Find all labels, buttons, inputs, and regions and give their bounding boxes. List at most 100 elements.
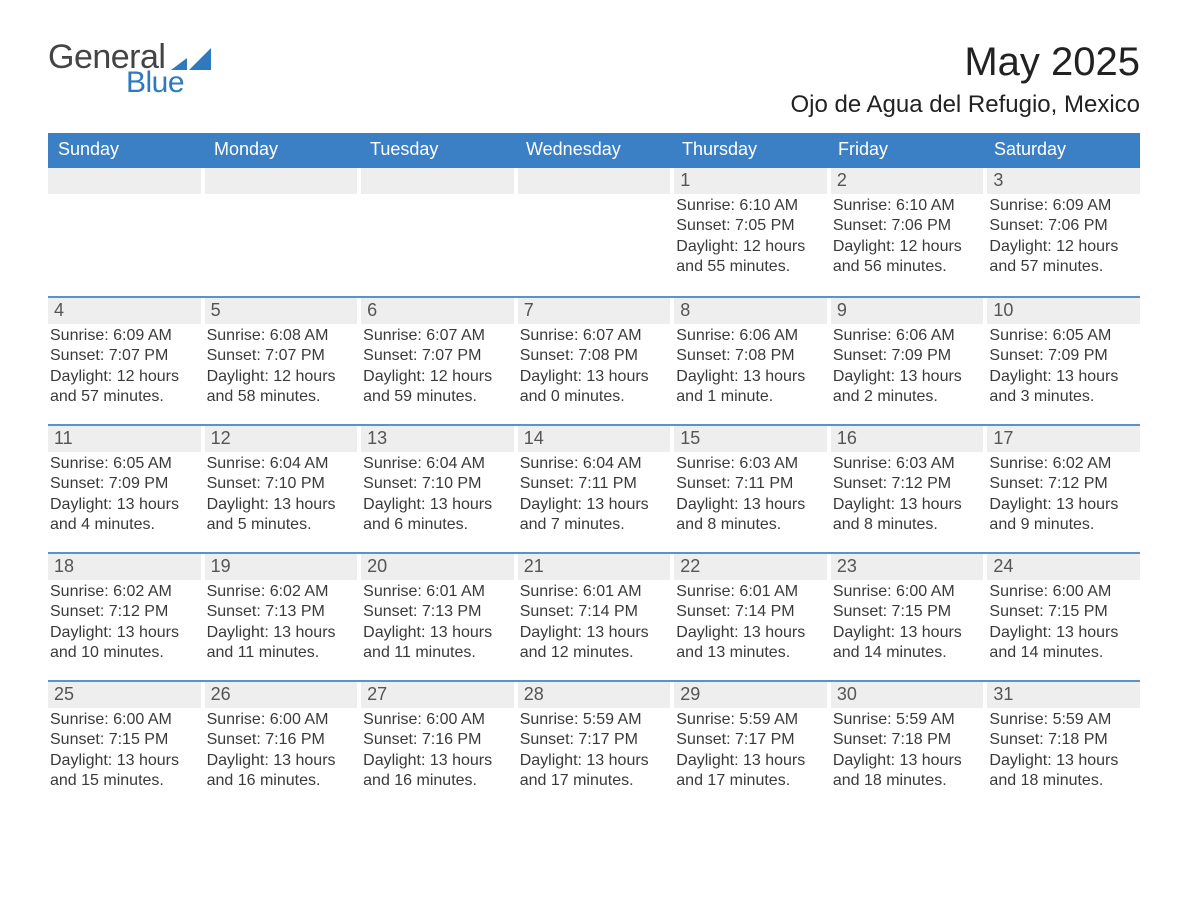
daylight-text: Daylight: 13 hours and 14 minutes.: [833, 623, 982, 664]
sunrise-text: Sunrise: 6:00 AM: [50, 710, 199, 730]
sunrise-text: Sunrise: 5:59 AM: [520, 710, 669, 730]
day-number: 27: [361, 682, 514, 708]
day-facts: Sunrise: 5:59 AMSunset: 7:18 PMDaylight:…: [831, 710, 984, 792]
sunrise-text: Sunrise: 6:09 AM: [50, 326, 199, 346]
calendar-cell: 21Sunrise: 6:01 AMSunset: 7:14 PMDayligh…: [518, 554, 671, 674]
weekday-header: Monday: [204, 133, 360, 168]
sunrise-text: Sunrise: 6:10 AM: [833, 196, 982, 216]
day-facts: Sunrise: 6:06 AMSunset: 7:08 PMDaylight:…: [674, 326, 827, 408]
day-number: 29: [674, 682, 827, 708]
day-facts: Sunrise: 6:04 AMSunset: 7:10 PMDaylight:…: [205, 454, 358, 536]
daylight-text: Daylight: 13 hours and 11 minutes.: [363, 623, 512, 664]
daylight-text: Daylight: 12 hours and 56 minutes.: [833, 237, 982, 278]
daylight-text: Daylight: 12 hours and 57 minutes.: [989, 237, 1138, 278]
day-number: 20: [361, 554, 514, 580]
daylight-text: Daylight: 13 hours and 16 minutes.: [207, 751, 356, 792]
daylight-text: Daylight: 13 hours and 10 minutes.: [50, 623, 199, 664]
day-number: [48, 168, 201, 194]
sunrise-text: Sunrise: 6:08 AM: [207, 326, 356, 346]
daylight-text: Daylight: 12 hours and 55 minutes.: [676, 237, 825, 278]
daylight-text: Daylight: 13 hours and 8 minutes.: [833, 495, 982, 536]
sunset-text: Sunset: 7:18 PM: [833, 730, 982, 750]
day-number: 22: [674, 554, 827, 580]
calendar-cell: 13Sunrise: 6:04 AMSunset: 7:10 PMDayligh…: [361, 426, 514, 546]
day-number: 10: [987, 298, 1140, 324]
day-facts: Sunrise: 6:02 AMSunset: 7:12 PMDaylight:…: [987, 454, 1140, 536]
daylight-text: Daylight: 13 hours and 9 minutes.: [989, 495, 1138, 536]
calendar-week: 18Sunrise: 6:02 AMSunset: 7:12 PMDayligh…: [48, 552, 1140, 680]
daylight-text: Daylight: 13 hours and 1 minute.: [676, 367, 825, 408]
sunset-text: Sunset: 7:08 PM: [520, 346, 669, 366]
weekday-header: Sunday: [48, 133, 204, 168]
sunrise-text: Sunrise: 6:06 AM: [676, 326, 825, 346]
calendar-week: 25Sunrise: 6:00 AMSunset: 7:15 PMDayligh…: [48, 680, 1140, 808]
daylight-text: Daylight: 13 hours and 0 minutes.: [520, 367, 669, 408]
sunrise-text: Sunrise: 6:03 AM: [676, 454, 825, 474]
day-facts: Sunrise: 6:05 AMSunset: 7:09 PMDaylight:…: [48, 454, 201, 536]
day-number: 2: [831, 168, 984, 194]
calendar-cell: 12Sunrise: 6:04 AMSunset: 7:10 PMDayligh…: [205, 426, 358, 546]
day-facts: Sunrise: 6:05 AMSunset: 7:09 PMDaylight:…: [987, 326, 1140, 408]
calendar-cell: 6Sunrise: 6:07 AMSunset: 7:07 PMDaylight…: [361, 298, 514, 418]
sunrise-text: Sunrise: 6:03 AM: [833, 454, 982, 474]
day-number: 6: [361, 298, 514, 324]
day-facts: Sunrise: 6:00 AMSunset: 7:16 PMDaylight:…: [361, 710, 514, 792]
sunset-text: Sunset: 7:11 PM: [676, 474, 825, 494]
sunset-text: Sunset: 7:10 PM: [207, 474, 356, 494]
calendar-cell: 19Sunrise: 6:02 AMSunset: 7:13 PMDayligh…: [205, 554, 358, 674]
sunset-text: Sunset: 7:11 PM: [520, 474, 669, 494]
daylight-text: Daylight: 12 hours and 57 minutes.: [50, 367, 199, 408]
day-number: 9: [831, 298, 984, 324]
calendar-cell: 14Sunrise: 6:04 AMSunset: 7:11 PMDayligh…: [518, 426, 671, 546]
daylight-text: Daylight: 13 hours and 16 minutes.: [363, 751, 512, 792]
sunset-text: Sunset: 7:06 PM: [989, 216, 1138, 236]
sunrise-text: Sunrise: 6:00 AM: [363, 710, 512, 730]
sunrise-text: Sunrise: 6:09 AM: [989, 196, 1138, 216]
day-number: 17: [987, 426, 1140, 452]
calendar-cell: 26Sunrise: 6:00 AMSunset: 7:16 PMDayligh…: [205, 682, 358, 802]
sunset-text: Sunset: 7:07 PM: [50, 346, 199, 366]
calendar-cell: 4Sunrise: 6:09 AMSunset: 7:07 PMDaylight…: [48, 298, 201, 418]
day-facts: Sunrise: 6:09 AMSunset: 7:07 PMDaylight:…: [48, 326, 201, 408]
day-number: 13: [361, 426, 514, 452]
sunrise-text: Sunrise: 6:05 AM: [989, 326, 1138, 346]
day-facts: Sunrise: 6:02 AMSunset: 7:13 PMDaylight:…: [205, 582, 358, 664]
location-subtitle: Ojo de Agua del Refugio, Mexico: [790, 91, 1140, 119]
calendar-cell: 16Sunrise: 6:03 AMSunset: 7:12 PMDayligh…: [831, 426, 984, 546]
calendar-cell: 10Sunrise: 6:05 AMSunset: 7:09 PMDayligh…: [987, 298, 1140, 418]
calendar-cell: [48, 168, 201, 290]
calendar-cell: 2Sunrise: 6:10 AMSunset: 7:06 PMDaylight…: [831, 168, 984, 290]
sunrise-text: Sunrise: 6:01 AM: [520, 582, 669, 602]
sunset-text: Sunset: 7:07 PM: [363, 346, 512, 366]
header: General Blue May 2025 Ojo de Agua del Re…: [48, 40, 1140, 119]
day-number: 14: [518, 426, 671, 452]
weekday-header: Wednesday: [516, 133, 672, 168]
calendar-cell: 11Sunrise: 6:05 AMSunset: 7:09 PMDayligh…: [48, 426, 201, 546]
page: General Blue May 2025 Ojo de Agua del Re…: [0, 0, 1188, 856]
day-facts: Sunrise: 6:10 AMSunset: 7:06 PMDaylight:…: [831, 196, 984, 278]
sunset-text: Sunset: 7:15 PM: [833, 602, 982, 622]
daylight-text: Daylight: 13 hours and 4 minutes.: [50, 495, 199, 536]
calendar-week: 1Sunrise: 6:10 AMSunset: 7:05 PMDaylight…: [48, 168, 1140, 296]
calendar-week: 11Sunrise: 6:05 AMSunset: 7:09 PMDayligh…: [48, 424, 1140, 552]
day-facts: Sunrise: 6:10 AMSunset: 7:05 PMDaylight:…: [674, 196, 827, 278]
day-facts: Sunrise: 6:07 AMSunset: 7:08 PMDaylight:…: [518, 326, 671, 408]
day-facts: Sunrise: 5:59 AMSunset: 7:18 PMDaylight:…: [987, 710, 1140, 792]
day-number: 24: [987, 554, 1140, 580]
sunrise-text: Sunrise: 6:00 AM: [833, 582, 982, 602]
daylight-text: Daylight: 13 hours and 2 minutes.: [833, 367, 982, 408]
calendar-cell: [361, 168, 514, 290]
day-number: 21: [518, 554, 671, 580]
sunset-text: Sunset: 7:13 PM: [207, 602, 356, 622]
calendar-cell: 29Sunrise: 5:59 AMSunset: 7:17 PMDayligh…: [674, 682, 827, 802]
calendar-cell: 30Sunrise: 5:59 AMSunset: 7:18 PMDayligh…: [831, 682, 984, 802]
day-facts: Sunrise: 6:09 AMSunset: 7:06 PMDaylight:…: [987, 196, 1140, 278]
sunset-text: Sunset: 7:16 PM: [207, 730, 356, 750]
calendar-cell: 17Sunrise: 6:02 AMSunset: 7:12 PMDayligh…: [987, 426, 1140, 546]
sunrise-text: Sunrise: 6:02 AM: [50, 582, 199, 602]
weekday-header: Thursday: [672, 133, 828, 168]
day-facts: Sunrise: 6:02 AMSunset: 7:12 PMDaylight:…: [48, 582, 201, 664]
brand-word2: Blue: [126, 68, 213, 98]
sunrise-text: Sunrise: 6:10 AM: [676, 196, 825, 216]
page-title: May 2025: [790, 40, 1140, 85]
